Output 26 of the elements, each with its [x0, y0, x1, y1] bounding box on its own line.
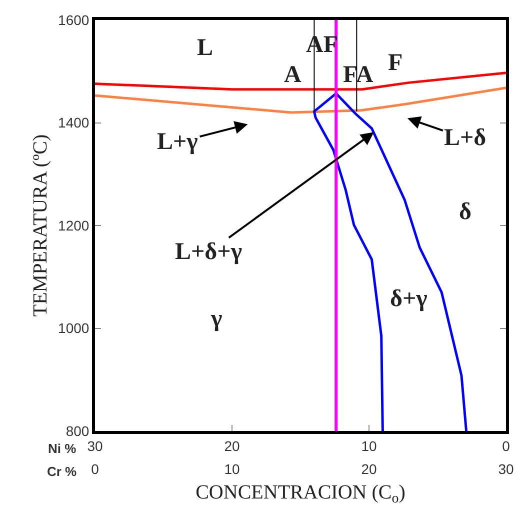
annotation: γ [210, 306, 222, 332]
y-tick-label: 1400 [58, 114, 90, 131]
y-tick-label: 1000 [58, 320, 90, 336]
annotation: L+γ [157, 129, 198, 155]
annotation: F [388, 50, 403, 76]
x2-tick-label: 20 [361, 461, 377, 477]
y-tick-label: 1600 [58, 12, 90, 28]
annotation: L+δ [444, 125, 486, 151]
x-tick-label: 30 [87, 438, 103, 454]
y-tick-label: 800 [66, 422, 90, 439]
annotation: δ [459, 199, 472, 225]
y-tick-label: 1200 [58, 217, 90, 234]
annotation: A [284, 62, 302, 88]
text: Ni % [48, 441, 77, 456]
x-axis-title: CONCENTRACION (C$_{o}$) [196, 482, 406, 507]
annotation: L [197, 35, 214, 61]
annotation: L+δ+γ [175, 239, 242, 265]
y-axis-title: TEMPERATURA (ºC) [30, 134, 52, 317]
x2-tick-label: 0 [91, 461, 100, 477]
annotation: δ+γ [390, 286, 428, 312]
x2-tick-label: 30 [498, 461, 514, 477]
x-tick-label: 20 [224, 438, 240, 454]
x-tick-label: 10 [361, 438, 377, 454]
x2-tick-label: 10 [224, 461, 240, 477]
text: Cr % [47, 464, 78, 479]
x-tick-label: 0 [502, 438, 510, 454]
